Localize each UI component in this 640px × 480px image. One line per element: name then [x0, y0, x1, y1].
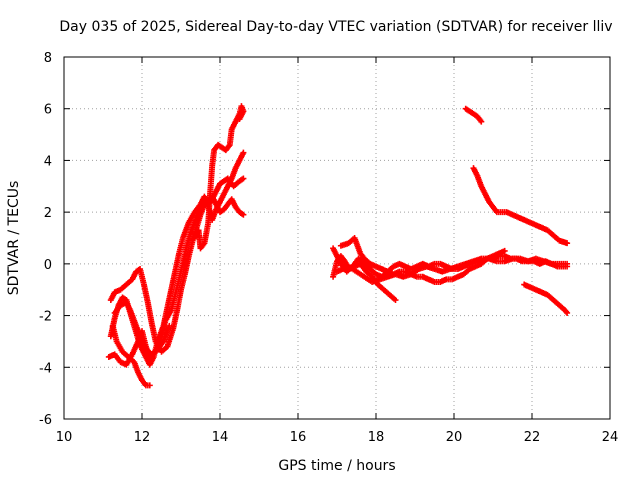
data-point: [564, 240, 571, 247]
data-point: [240, 211, 247, 218]
series-track-l: [470, 165, 571, 247]
y-tick-label: 2: [44, 206, 52, 221]
data-point: [146, 382, 153, 389]
chart-title: Day 035 of 2025, Sidereal Day-to-day VTE…: [59, 19, 612, 35]
series-track-e: [111, 299, 173, 358]
y-tick-label: -6: [39, 413, 52, 428]
data-point: [236, 116, 243, 123]
data-point: [564, 309, 571, 316]
data-point: [166, 322, 173, 329]
y-tick-label: 8: [44, 51, 52, 66]
data-point: [501, 247, 508, 254]
series-track-f: [191, 103, 247, 252]
series-track-b: [107, 175, 247, 368]
series-track-m: [521, 281, 571, 316]
plot-frame: [63, 56, 611, 420]
data-marks: [105, 103, 571, 389]
y-tick-label: -4: [39, 361, 52, 376]
y-tick-label: 0: [44, 258, 52, 273]
series-track-k: [462, 105, 485, 125]
x-tick-label: 22: [524, 430, 541, 445]
y-tick-label: 4: [44, 154, 52, 169]
x-tick-label: 24: [602, 430, 619, 445]
x-tick-label: 10: [56, 430, 73, 445]
series-track-d: [109, 322, 153, 389]
x-tick-label: 20: [446, 430, 463, 445]
data-point: [478, 118, 485, 125]
x-tick-label: 14: [212, 430, 229, 445]
x-tick-label: 16: [290, 430, 307, 445]
data-point: [240, 175, 247, 182]
data-point: [240, 149, 247, 156]
data-point: [564, 260, 571, 267]
series-track-i: [337, 235, 508, 285]
data-point: [392, 297, 399, 304]
x-tick-label: 18: [368, 430, 385, 445]
y-tick-label: 6: [44, 103, 52, 118]
x-axis-label: GPS time / hours: [278, 458, 395, 474]
x-tick-label: 12: [134, 430, 151, 445]
series-track-j: [334, 255, 571, 285]
y-tick-label: -2: [39, 310, 52, 325]
y-axis-label: SDTVAR / TECUs: [6, 181, 22, 296]
